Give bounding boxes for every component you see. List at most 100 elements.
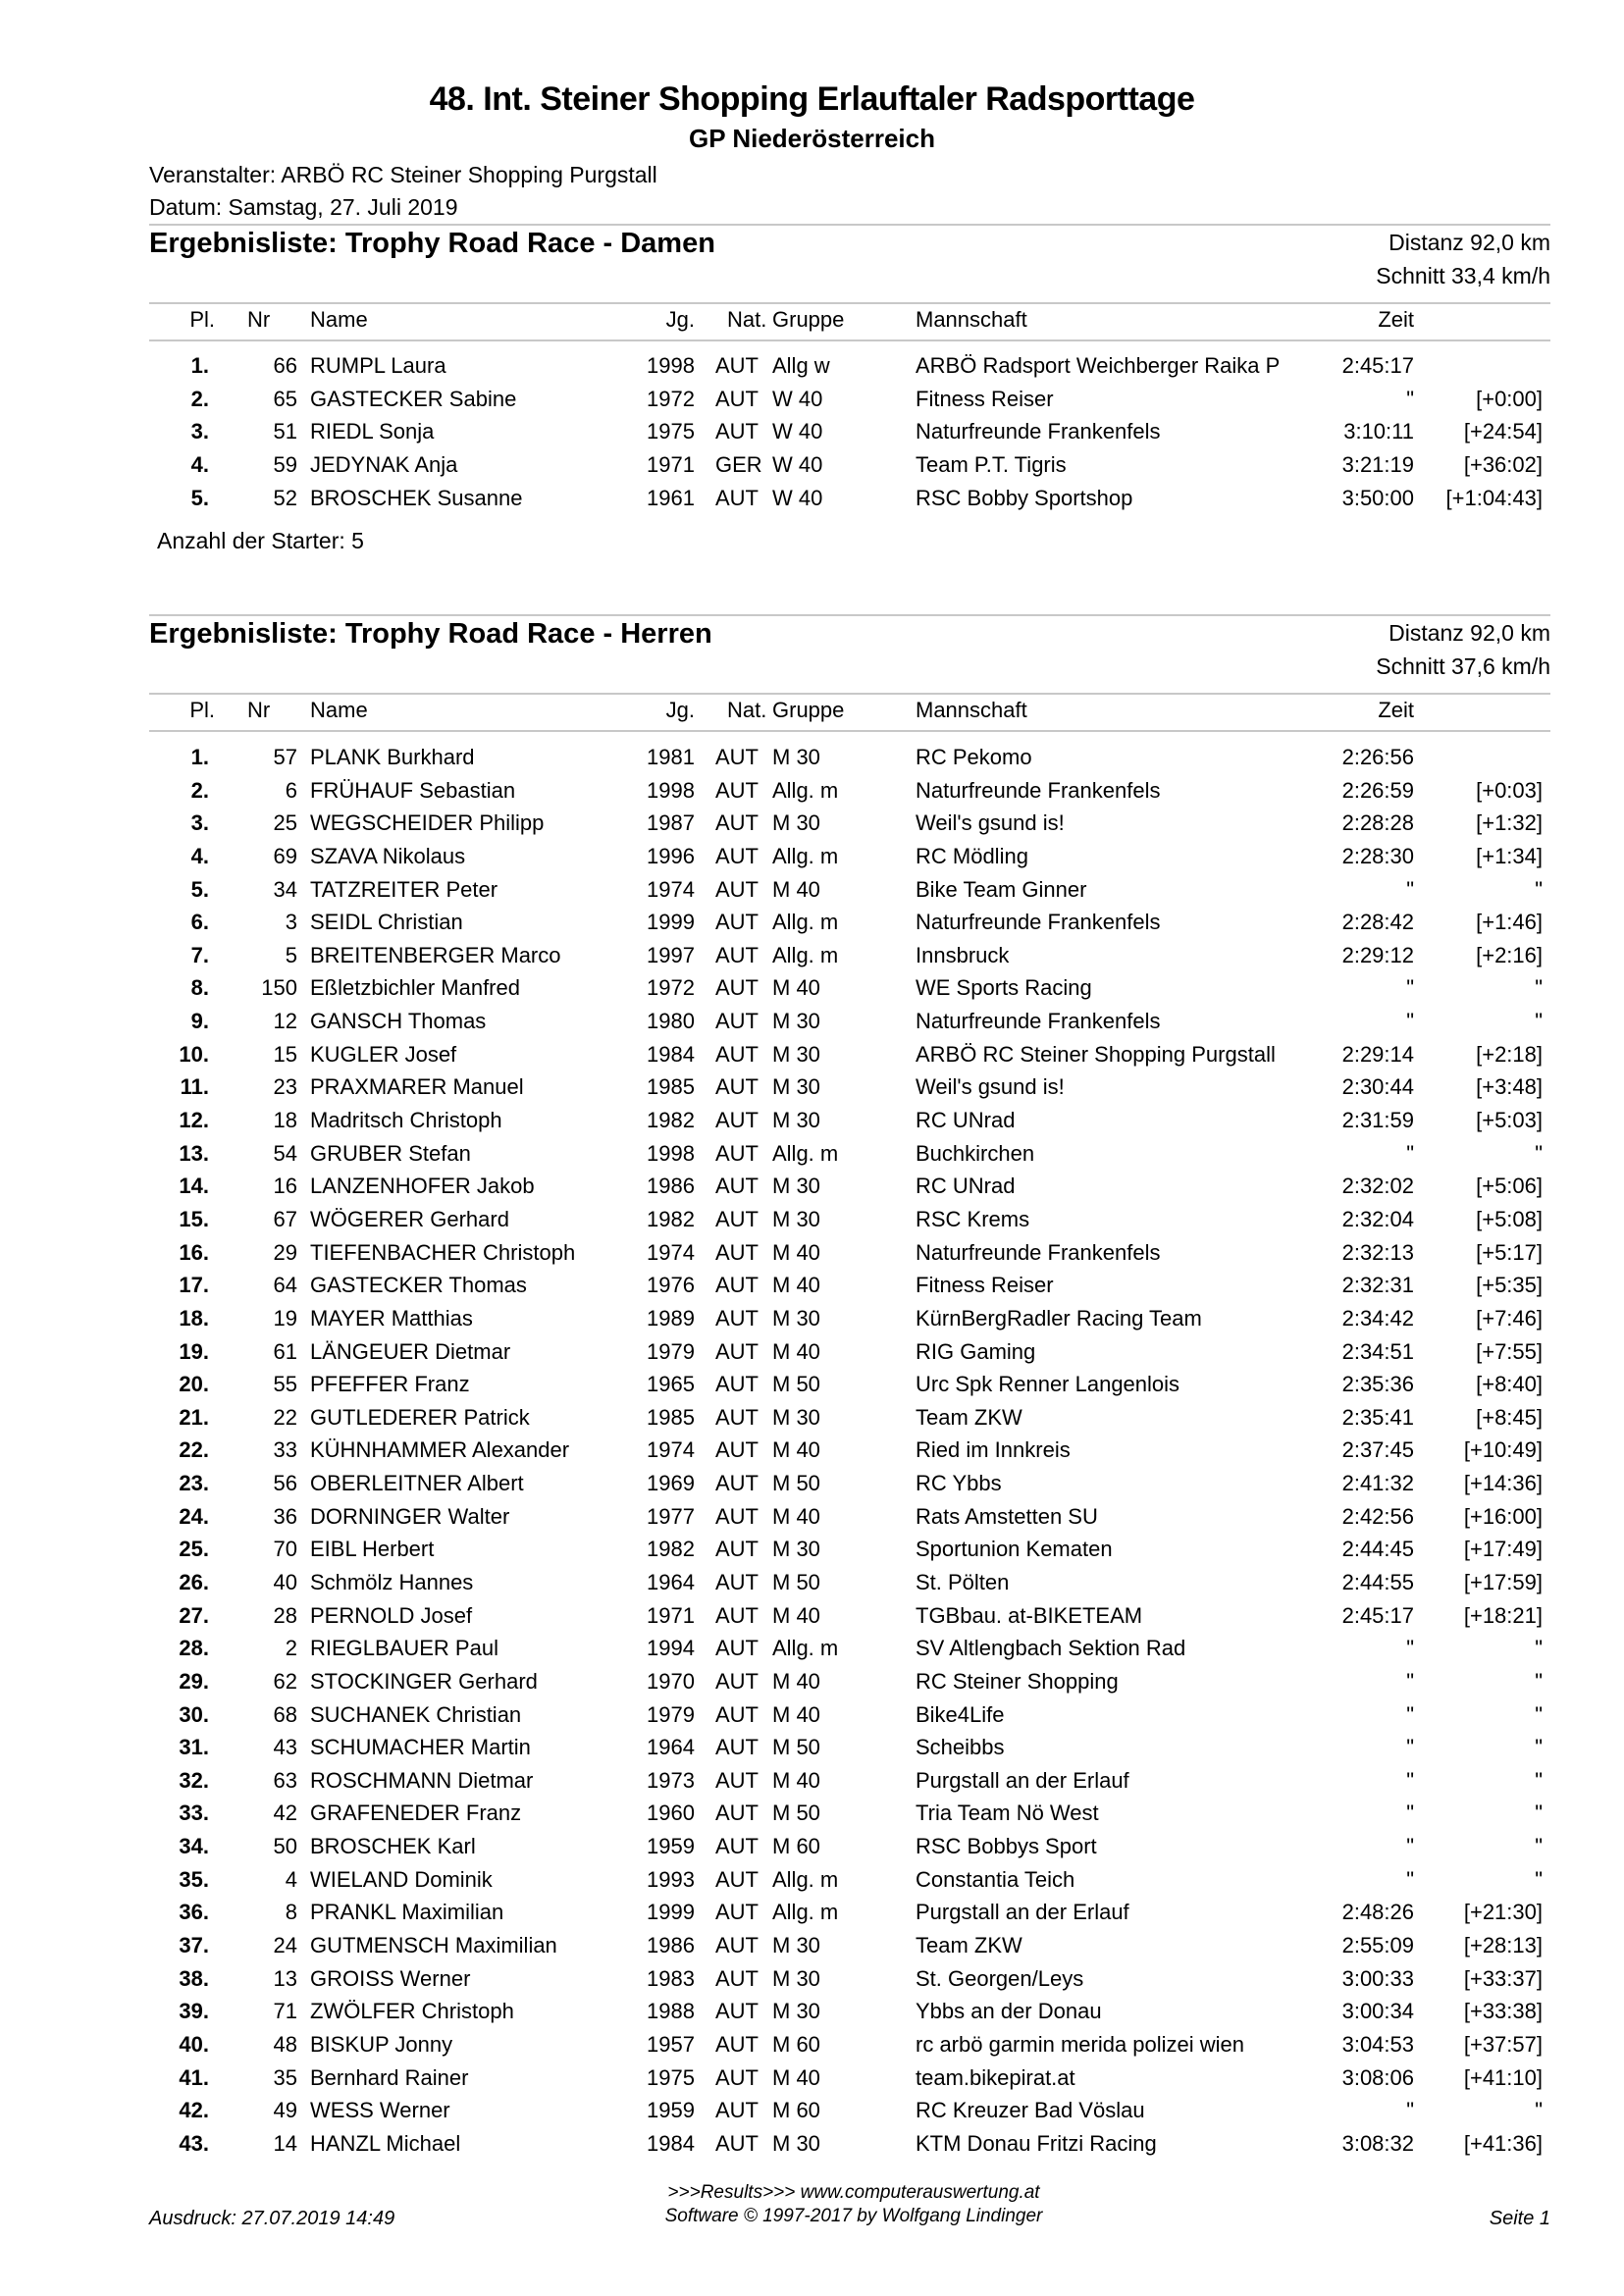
age-group: Allg. m <box>772 910 839 935</box>
rider-name: SUCHANEK Christian <box>310 1701 522 1727</box>
table-row: 33. 42 GRAFENEDER Franz 1960 AUT M 50 Tria Tea… <box>0 1800 1624 1834</box>
time: " <box>1406 386 1414 411</box>
age-group: M 30 <box>772 1999 820 2024</box>
nation: AUT <box>715 910 759 935</box>
team: KTM Donau Fritzi Racing <box>916 2130 1157 2156</box>
software-credit: Software © 1997-2017 by Wolfgang Linding… <box>664 2206 1043 2226</box>
bib-number: 52 <box>273 485 297 510</box>
bib-number: 18 <box>273 1108 297 1133</box>
col-gruppe: Gruppe <box>772 307 845 332</box>
bib-number: 51 <box>273 419 297 444</box>
age-group: M 40 <box>772 1767 820 1793</box>
nation: AUT <box>715 1866 759 1892</box>
time: " <box>1406 1800 1414 1826</box>
place: 18. <box>179 1305 209 1331</box>
nation: AUT <box>715 419 759 444</box>
distance-damen: Distanz 92,0 km <box>1388 230 1550 255</box>
rider-name: GUTMENSCH Maximilian <box>310 1933 557 1958</box>
time: 2:44:55 <box>1341 1570 1414 1594</box>
col-jg: Jg. <box>665 698 695 722</box>
age-group: M 60 <box>772 2098 820 2123</box>
time: " <box>1406 876 1414 902</box>
results-link[interactable]: >>>Results>>> www.computerauswertung.at <box>667 2182 1040 2203</box>
col-zeit: Zeit <box>1378 698 1414 722</box>
time: 2:29:14 <box>1341 1041 1414 1067</box>
bib-number: 49 <box>273 2098 297 2123</box>
bib-number: 29 <box>273 1239 297 1265</box>
team: RC Mödling <box>916 843 1028 868</box>
gap: " <box>1535 975 1543 1001</box>
table-row: 38. 13 GROISS Werner 1983 AUT M 30 St. Georgen… <box>0 1966 1624 2000</box>
rider-name: GRAFENEDER Franz <box>310 1800 522 1826</box>
bib-number: 40 <box>273 1570 297 1594</box>
birth-year: 1998 <box>647 353 695 378</box>
print-date: Ausdruck: 27.07.2019 14:49 <box>149 2208 395 2229</box>
nation: AUT <box>715 777 759 803</box>
col-nr: Nr <box>247 307 271 332</box>
col-pl: Pl. <box>189 307 215 332</box>
nation: AUT <box>715 1108 759 1133</box>
team: Buchkirchen <box>916 1140 1035 1166</box>
gap: [+2:16] <box>1476 942 1543 967</box>
age-group: M 40 <box>772 1273 820 1298</box>
time: " <box>1406 1009 1414 1034</box>
team: Bike Team Ginner <box>916 876 1087 902</box>
place: 21. <box>179 1404 209 1430</box>
bib-number: 55 <box>273 1372 297 1397</box>
age-group: Allg. m <box>772 942 839 967</box>
time: 2:35:36 <box>1341 1372 1414 1397</box>
rider-name: RUMPL Laura <box>310 353 446 378</box>
bib-number: 6 <box>285 777 297 803</box>
place: 20. <box>179 1372 209 1397</box>
place: 9. <box>190 1009 209 1034</box>
table-row: 3. 25 WEGSCHEIDER Philipp 1987 AUT M 30 Weil's… <box>0 810 1624 844</box>
bib-number: 35 <box>273 2064 297 2090</box>
place: 34. <box>179 1834 209 1859</box>
gap: [+5:03] <box>1476 1108 1543 1133</box>
rider-name: GROISS Werner <box>310 1965 471 1991</box>
bib-number: 61 <box>273 1338 297 1364</box>
time: 2:34:42 <box>1341 1305 1414 1331</box>
rider-name: ROSCHMANN Dietmar <box>310 1767 534 1793</box>
nation: AUT <box>715 1140 759 1166</box>
time: 2:41:32 <box>1341 1471 1414 1496</box>
gap: [+21:30] <box>1463 1900 1543 1925</box>
nation: AUT <box>715 1602 759 1628</box>
gap: [+7:55] <box>1476 1338 1543 1364</box>
table-row: 3. 51 RIEDL Sonja 1975 AUT W 40 Naturfreunde F… <box>0 419 1624 452</box>
birth-year: 1970 <box>647 1668 695 1694</box>
age-group: M 30 <box>772 745 820 769</box>
team: St. Georgen/Leys <box>916 1965 1084 1991</box>
gap: " <box>1535 1140 1543 1166</box>
gap: " <box>1535 1800 1543 1826</box>
time: 2:35:41 <box>1341 1404 1414 1430</box>
bib-number: 48 <box>273 2031 297 2057</box>
place: 29. <box>179 1668 209 1694</box>
age-group: M 40 <box>772 1338 820 1364</box>
table-row: 24. 36 DORNINGER Walter 1977 AUT M 40 Rats Ams… <box>0 1504 1624 1538</box>
age-group: M 50 <box>772 1570 820 1594</box>
nation: AUT <box>715 1273 759 1298</box>
table-row: 16. 29 TIEFENBACHER Christoph 1974 AUT M 40 Na… <box>0 1240 1624 1274</box>
table-row: 11. 23 PRAXMARER Manuel 1985 AUT M 30 Weil's g… <box>0 1074 1624 1108</box>
nation: AUT <box>715 2064 759 2090</box>
birth-year: 1985 <box>647 1404 695 1430</box>
rider-name: SEIDL Christian <box>310 910 463 935</box>
age-group: M 50 <box>772 1372 820 1397</box>
birth-year: 1959 <box>647 1834 695 1859</box>
gap: " <box>1535 1009 1543 1034</box>
gap: [+36:02] <box>1463 451 1543 477</box>
place: 23. <box>179 1471 209 1496</box>
nation: AUT <box>715 1735 759 1760</box>
gap: [+17:49] <box>1463 1537 1543 1562</box>
bib-number: 19 <box>273 1305 297 1331</box>
age-group: M 40 <box>772 876 820 902</box>
age-group: M 30 <box>772 1404 820 1430</box>
table-row: 37. 24 GUTMENSCH Maximilian 1986 AUT M 30 Team… <box>0 1933 1624 1966</box>
bib-number: 34 <box>273 876 297 902</box>
rider-name: KUGLER Josef <box>310 1041 457 1067</box>
nation: AUT <box>715 1206 759 1231</box>
distance-herren: Distanz 92,0 km <box>1388 620 1550 646</box>
time: 2:32:13 <box>1341 1239 1414 1265</box>
time: 2:42:56 <box>1341 1503 1414 1529</box>
